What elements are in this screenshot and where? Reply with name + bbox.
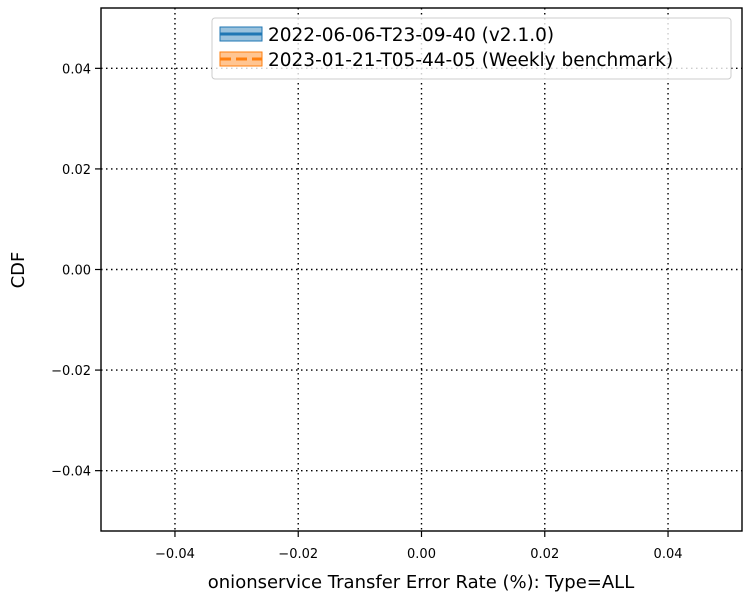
grid-layer — [101, 8, 742, 531]
legend-label: 2023-01-21-T05-44-05 (Weekly benchmark) — [268, 50, 673, 71]
legend-entry: 2023-01-21-T05-44-05 (Weekly benchmark) — [219, 50, 673, 71]
tick-layer: −0.04 −0.02 0.00 0.02 0.04 −0.04 −0.02 0.00 0.02… — [51, 62, 682, 562]
y-tick-label: −0.04 — [51, 465, 91, 480]
legend-label: 2022-06-06-T23-09-40 (v2.1.0) — [268, 25, 554, 46]
legend: 2022-06-06-T23-09-40 (v2.1.0) 2023-01-21-… — [211, 17, 732, 80]
legend-entry: 2022-06-06-T23-09-40 (v2.1.0) — [219, 25, 554, 46]
y-tick-label: 0.00 — [62, 264, 91, 279]
x-tick-label: 0.02 — [530, 547, 559, 562]
x-tick-label: −0.04 — [155, 547, 195, 562]
y-tick-label: 0.04 — [62, 62, 91, 77]
x-tick-label: 0.04 — [654, 547, 683, 562]
y-tick-label: 0.02 — [62, 163, 91, 178]
x-tick-label: 0.00 — [407, 547, 436, 562]
y-tick-label: −0.02 — [51, 364, 91, 379]
x-tick-label: −0.02 — [278, 547, 318, 562]
legend-entries: 2022-06-06-T23-09-40 (v2.1.0) 2023-01-21-… — [219, 25, 673, 71]
y-axis-label: CDF — [8, 252, 29, 289]
legend-box — [211, 17, 732, 80]
x-axis-label: onionservice Transfer Error Rate (%): Ty… — [208, 572, 634, 593]
